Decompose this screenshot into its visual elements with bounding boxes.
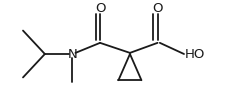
Text: O: O [94,2,105,15]
Text: N: N [67,47,77,60]
Text: O: O [152,2,162,15]
Text: HO: HO [184,47,205,60]
